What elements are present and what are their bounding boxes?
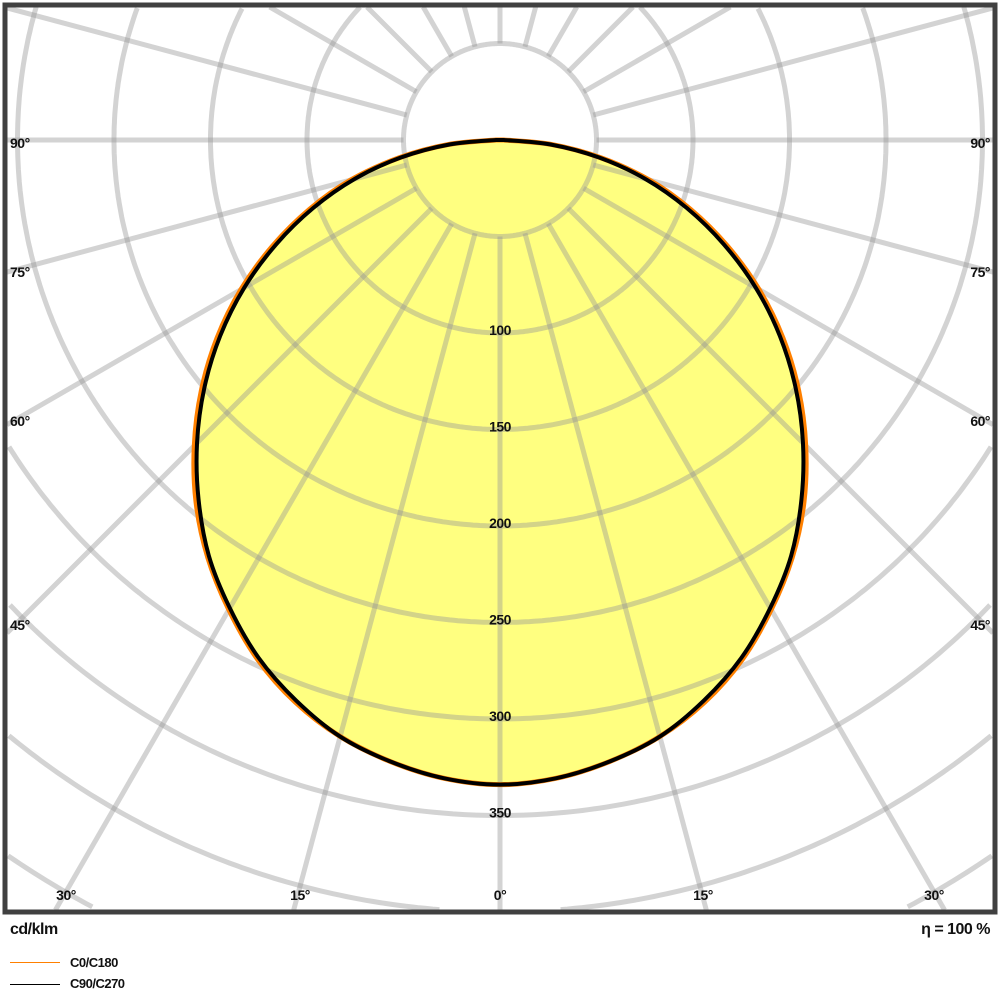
grid-spoke (546, 222, 947, 912)
angle-label-bottom: 15° (693, 887, 713, 903)
angle-label-right: 45° (970, 617, 990, 633)
grid-spoke (582, 186, 995, 427)
radial-tick-label: 300 (489, 708, 512, 724)
angle-label-bottom: 30° (924, 887, 944, 903)
grid-spoke (592, 5, 994, 118)
angle-label-bottom: 0° (494, 887, 506, 903)
radial-tick-label: 350 (489, 805, 512, 821)
grid-spoke (268, 4, 418, 94)
grid-spoke (522, 6, 539, 48)
angle-label-bottom: 30° (56, 887, 76, 903)
angle-label-bottom: 15° (290, 887, 310, 903)
angle-label-right: 90° (970, 135, 990, 151)
fill-area (193, 140, 807, 785)
grid-ring (961, 6, 985, 140)
grid-spoke (5, 186, 418, 427)
grid-spoke (582, 4, 732, 94)
legend-label-c90: C90/C270 (70, 976, 125, 991)
radial-tick-label: 200 (489, 515, 512, 531)
radial-tick-label: 150 (489, 419, 512, 435)
angle-label-left: 75° (10, 264, 30, 280)
angle-label-right: 75° (970, 264, 990, 280)
grid-ring (111, 7, 889, 529)
grid-ring (6, 445, 994, 722)
grid-ring (560, 733, 993, 913)
grid-ring (208, 7, 792, 432)
efficiency-label: η = 100 % (921, 921, 990, 938)
grid-spoke (291, 232, 478, 911)
legend-swatch-c0 (10, 962, 60, 963)
grid-ring (860, 7, 889, 140)
legend-swatch-c90 (10, 984, 60, 985)
grid-ring (8, 603, 992, 818)
grid-ring (15, 6, 985, 625)
grid-spoke (365, 5, 434, 74)
radial-tick-label: 100 (489, 322, 512, 338)
angle-label-left: 45° (10, 617, 30, 633)
grid-ring (638, 5, 696, 140)
angle-label-left: 60° (10, 413, 30, 429)
grid-ring (755, 7, 792, 140)
series-c90-c270 (194, 138, 806, 787)
grid-spoke (6, 162, 408, 275)
grid-spoke (6, 5, 408, 118)
grid-ring (6, 853, 94, 910)
radial-tick-label: 250 (489, 612, 512, 628)
intensity-fill (193, 140, 807, 785)
grid-ring (906, 853, 994, 910)
grid-spoke (592, 162, 994, 275)
grid-spoke (522, 232, 709, 911)
grid-spoke (53, 222, 454, 912)
angle-label-right: 60° (970, 413, 990, 429)
grid-spoke (546, 5, 579, 58)
grid-ring (7, 733, 440, 913)
grid-spoke (566, 206, 995, 635)
grid-spoke (566, 5, 635, 74)
intensity-curves (191, 137, 809, 788)
grid-ring (401, 41, 599, 239)
grid-spoke (461, 6, 478, 48)
grid-spoke (5, 206, 434, 635)
grid-ring (304, 5, 696, 336)
grid-spoke (421, 5, 454, 58)
legend-label-c0: C0/C180 (70, 955, 118, 970)
angle-label-left: 90° (10, 135, 30, 151)
unit-label: cd/klm (10, 921, 58, 938)
plot-frame (2, 2, 998, 915)
polar-grid (5, 4, 995, 913)
